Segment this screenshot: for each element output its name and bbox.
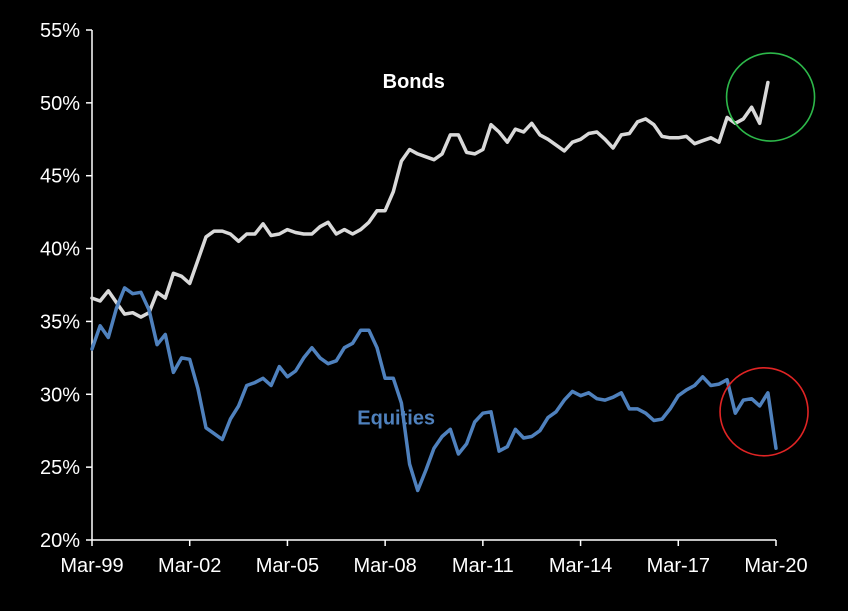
series-line-equities bbox=[90, 286, 778, 493]
highlight-circle-equities bbox=[719, 366, 809, 457]
series-label-bonds: Bonds bbox=[383, 71, 445, 93]
x-tick-label: Mar-17 bbox=[647, 555, 710, 577]
y-tick-label: 55% bbox=[40, 20, 80, 42]
y-tick-label: 20% bbox=[40, 530, 80, 552]
x-tick-label: Mar-08 bbox=[353, 555, 416, 577]
series-line-bonds bbox=[90, 80, 770, 319]
y-tick-label: 30% bbox=[40, 384, 80, 406]
axes bbox=[91, 30, 776, 541]
series-label-equities: Equities bbox=[357, 408, 435, 430]
y-tick-label: 25% bbox=[40, 457, 80, 479]
y-tick-label: 45% bbox=[40, 166, 80, 188]
x-tick-label: Mar-20 bbox=[744, 555, 807, 577]
series-labels: Bonds Equities bbox=[357, 71, 445, 430]
highlight-circle-bonds bbox=[725, 52, 816, 142]
y-axis: 20% 25% 30% 35% 40% 45% 50% 55% bbox=[40, 20, 92, 552]
x-tick-label: Mar-02 bbox=[158, 555, 221, 577]
y-tick-label: 40% bbox=[40, 239, 80, 261]
x-tick-label: Mar-99 bbox=[60, 555, 123, 577]
y-tick-label: 35% bbox=[40, 311, 80, 333]
series-lines bbox=[90, 80, 778, 493]
x-tick-label: Mar-11 bbox=[452, 555, 514, 577]
x-axis: Mar-99 Mar-02 Mar-05 Mar-08 Mar-11 Mar-14 Mar-… bbox=[60, 540, 808, 577]
y-tick-label: 50% bbox=[40, 93, 80, 115]
x-tick-label: Mar-05 bbox=[256, 555, 319, 577]
x-tick-label: Mar-14 bbox=[549, 555, 612, 577]
annotations bbox=[719, 52, 816, 457]
